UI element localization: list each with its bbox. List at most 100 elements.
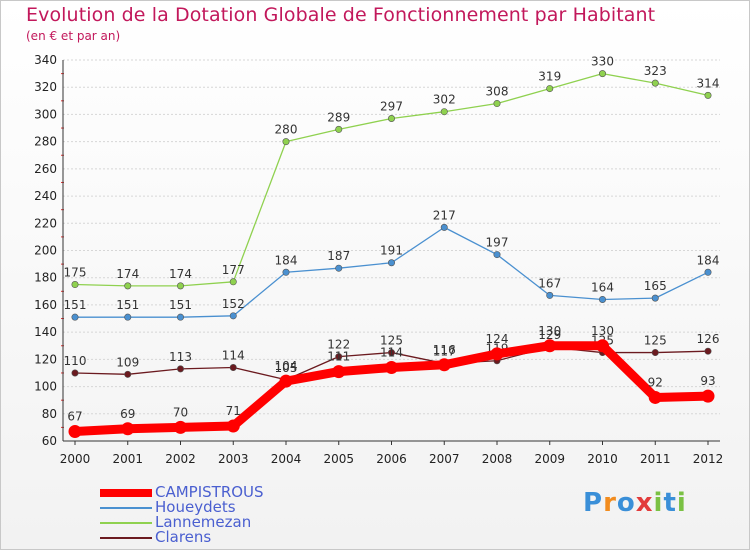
legend-swatch — [100, 537, 152, 539]
data-label-clarens: 113 — [169, 350, 192, 364]
data-point-lannemezan — [493, 100, 501, 108]
legend-label: Clarens — [155, 528, 212, 546]
data-label-houeydets: 151 — [169, 298, 192, 312]
data-label-lannemezan: 297 — [380, 100, 403, 114]
data-label-houeydets: 217 — [433, 208, 456, 222]
data-point-campistrous — [648, 390, 662, 404]
data-point-campistrous — [226, 419, 240, 433]
data-label-clarens: 125 — [644, 334, 667, 348]
data-label-campistrous: 114 — [380, 346, 403, 360]
y-tick-label: 160 — [34, 298, 57, 312]
legend-label: CAMPISTROUS — [155, 483, 264, 501]
logo-letter: i — [676, 488, 687, 518]
data-point-houeydets — [282, 268, 290, 276]
data-label-clarens: 129 — [538, 328, 561, 342]
data-label-lannemezan: 174 — [116, 267, 139, 281]
data-point-campistrous — [332, 365, 346, 379]
logo-letter: r — [603, 488, 617, 518]
data-label-houeydets: 184 — [697, 253, 720, 267]
data-label-houeydets: 151 — [64, 298, 87, 312]
data-point-campistrous — [121, 422, 135, 436]
y-tick-label: 120 — [34, 352, 57, 366]
x-tick-label: 2002 — [165, 452, 196, 466]
data-point-campistrous — [437, 358, 451, 372]
data-label-lannemezan: 323 — [644, 64, 667, 78]
data-label-lannemezan: 289 — [327, 110, 350, 124]
data-label-lannemezan: 177 — [222, 263, 245, 277]
data-label-campistrous: 71 — [226, 404, 241, 418]
data-label-clarens: 110 — [64, 354, 87, 368]
data-label-campistrous: 69 — [120, 407, 135, 421]
data-point-clarens — [229, 364, 237, 372]
data-label-houeydets: 164 — [591, 280, 614, 294]
data-point-lannemezan — [546, 85, 554, 93]
x-tick-label: 2004 — [271, 452, 302, 466]
data-point-houeydets — [546, 291, 554, 299]
x-tick-label: 2007 — [429, 452, 460, 466]
data-point-lannemezan — [440, 108, 448, 116]
data-point-clarens — [387, 349, 395, 357]
data-label-lannemezan: 330 — [591, 55, 614, 69]
data-point-clarens — [124, 370, 132, 378]
data-label-campistrous: 104 — [275, 359, 298, 373]
data-point-campistrous — [701, 389, 715, 403]
x-tick-label: 2000 — [60, 452, 91, 466]
data-label-campistrous: 124 — [486, 332, 509, 346]
data-point-lannemezan — [71, 281, 79, 289]
data-point-campistrous — [385, 361, 398, 375]
data-point-lannemezan — [124, 282, 132, 290]
data-point-lannemezan — [335, 125, 343, 133]
data-label-campistrous: 111 — [327, 350, 350, 364]
data-point-houeydets — [229, 312, 237, 320]
logo-letter: o — [616, 488, 636, 518]
data-label-houeydets: 191 — [380, 244, 403, 258]
x-tick-label: 2011 — [640, 452, 671, 466]
data-point-campistrous — [279, 374, 293, 388]
data-point-lannemezan — [282, 138, 290, 146]
data-label-clarens: 122 — [327, 338, 350, 352]
data-point-lannemezan — [229, 278, 237, 286]
data-label-houeydets: 197 — [486, 236, 509, 250]
y-tick-label: 100 — [34, 380, 57, 394]
data-point-campistrous — [543, 339, 557, 353]
legend-item-lannemezan: Lannemezan — [100, 513, 360, 531]
data-label-houeydets: 165 — [644, 279, 667, 293]
y-tick-label: 300 — [34, 107, 57, 121]
legend-label: Houeydets — [155, 498, 236, 516]
data-label-lannemezan: 280 — [275, 123, 298, 137]
data-point-lannemezan — [704, 91, 712, 99]
legend-item-houeydets: Houeydets — [100, 498, 360, 516]
data-point-houeydets — [387, 259, 395, 267]
legend-item-campistrous: CAMPISTROUS — [100, 483, 360, 501]
x-tick-label: 2005 — [323, 452, 354, 466]
data-point-clarens — [177, 365, 185, 373]
data-point-houeydets — [124, 313, 132, 321]
y-tick-label: 320 — [34, 80, 57, 94]
data-label-lannemezan: 314 — [697, 76, 720, 90]
data-point-clarens — [335, 353, 343, 361]
data-point-lannemezan — [598, 70, 606, 78]
data-point-houeydets — [440, 223, 448, 231]
y-tick-label: 340 — [34, 53, 57, 67]
data-label-clarens: 105 — [275, 361, 298, 375]
data-point-houeydets — [177, 313, 185, 321]
y-tick-label: 200 — [34, 244, 57, 258]
data-label-houeydets: 152 — [222, 297, 245, 311]
legend-label: Lannemezan — [155, 513, 252, 531]
x-tick-label: 2010 — [587, 452, 618, 466]
data-label-campistrous: 93 — [700, 374, 715, 388]
data-point-houeydets — [651, 294, 659, 302]
data-label-lannemezan: 319 — [538, 70, 561, 84]
data-label-clarens: 109 — [116, 355, 139, 369]
data-point-lannemezan — [177, 282, 185, 290]
y-tick-label: 180 — [34, 271, 57, 285]
y-tick-label: 60 — [42, 434, 57, 448]
proxiti-logo: Proxiti — [583, 488, 687, 518]
data-label-campistrous: 70 — [173, 405, 188, 419]
chart-title: Evolution de la Dotation Globale de Fonc… — [26, 4, 656, 26]
y-tick-label: 80 — [42, 407, 57, 421]
legend-swatch — [100, 489, 152, 497]
data-label-campistrous: 130 — [591, 324, 614, 338]
